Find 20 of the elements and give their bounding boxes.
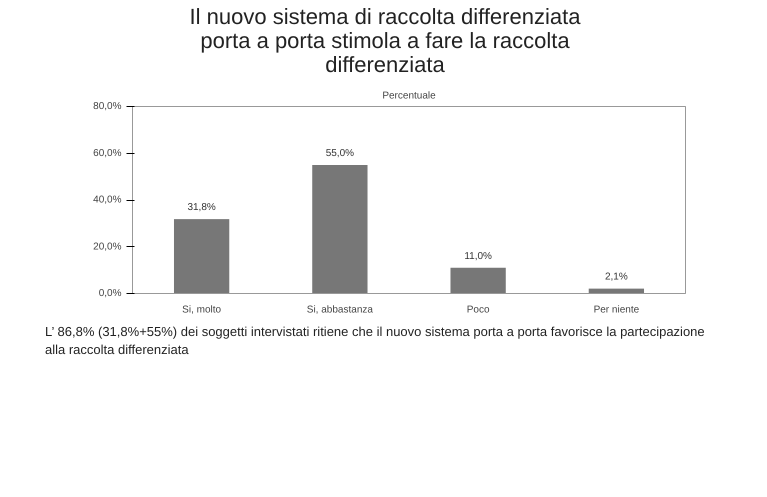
- y-tick-label: 80,0%: [93, 100, 122, 112]
- chart-subtitle: Percentuale: [382, 90, 436, 102]
- bar: [312, 164, 368, 294]
- text: L’ 86,8% (31,8%+55%) dei soggetti intervistati ritiene che il nuovo sistema porta a porta favorisce la partecipazione alla raccolta differenziata: [45, 322, 706, 360]
- data-label: 2,1%: [604, 271, 628, 282]
- data-label: 31,8%: [187, 202, 216, 213]
- x-tick-label: Si, abbastanza: [306, 304, 374, 316]
- x-tick-label: Poco: [466, 304, 490, 316]
- chart-title: Il nuovo sistema di raccolta differenziata porta a porta stimola a fare la raccolta differenziata: [188, 4, 582, 78]
- x-tick-label: Si, molto: [182, 304, 222, 316]
- y-tick-label: 60,0%: [93, 147, 122, 158]
- y-tick-label: 20,0%: [93, 240, 122, 252]
- bar: [174, 218, 230, 294]
- data-label: 11,0%: [464, 250, 492, 262]
- y-tick-label: 0,0%: [98, 288, 122, 299]
- bar: [450, 267, 506, 294]
- data-label: 55,0%: [326, 148, 354, 158]
- y-tick-label: 40,0%: [93, 194, 122, 206]
- x-tick-label: Per niente: [594, 304, 640, 316]
- bar: [588, 288, 644, 294]
